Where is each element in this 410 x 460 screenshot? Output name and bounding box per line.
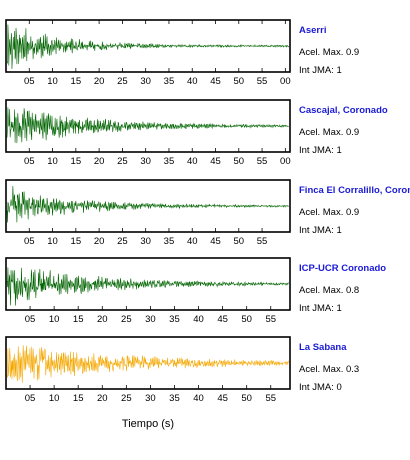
int-jma-label: Int JMA: 1	[299, 65, 342, 76]
x-tick-label: 35	[164, 156, 175, 167]
x-axis-title: Tiempo (s)	[122, 418, 174, 430]
waveform-trace	[6, 345, 289, 383]
x-tick-label: 25	[121, 314, 132, 325]
x-tick-label: 10	[47, 76, 58, 87]
x-tick-label: 25	[117, 156, 128, 167]
int-jma-label: Int JMA: 1	[299, 303, 342, 314]
x-tick-label: 40	[193, 314, 204, 325]
x-tick-label: 15	[71, 156, 82, 167]
x-tick-label: 20	[97, 393, 108, 404]
x-tick-label: 30	[145, 314, 156, 325]
x-tick-label: 15	[73, 393, 84, 404]
panel-frame	[5, 179, 291, 233]
station-name: Cascajal, Coronado	[299, 105, 388, 116]
x-tick-label: 25	[117, 76, 128, 87]
x-tick-label: 05	[25, 314, 36, 325]
x-tick-label: 55	[265, 314, 276, 325]
x-tick-label: 05	[24, 156, 35, 167]
x-tick-label: 50	[241, 393, 252, 404]
int-jma-label: Int JMA: 0	[299, 382, 342, 393]
x-tick-label: 30	[145, 393, 156, 404]
acel-max-label: Acel. Max. 0.8	[299, 285, 359, 296]
x-tick-label: 55	[265, 393, 276, 404]
x-tick-label: 45	[210, 156, 221, 167]
x-tick-label: 05	[24, 76, 35, 87]
seismogram-panel: 05 10 15 20 25 30 35 40 45 50 55 ICP-UCR Coronado Ac…	[5, 257, 386, 325]
x-tick-label: 35	[164, 76, 175, 87]
x-tick-label: 05	[25, 393, 36, 404]
x-tick-label: 20	[94, 76, 105, 87]
acel-max-label: Acel. Max. 0.9	[299, 127, 359, 138]
x-tick-label: 40	[187, 236, 198, 247]
x-tick-label: 55	[257, 236, 268, 247]
waveform-trace	[6, 185, 289, 223]
seismogram-panel: 05 10 15 20 25 30 35 40 45 50 55 Finca El Corralill…	[5, 179, 410, 247]
int-jma-label: Int JMA: 1	[299, 225, 342, 236]
x-tick-label: 50	[233, 76, 244, 87]
x-tick-label: 20	[94, 236, 105, 247]
panel-frame	[5, 19, 291, 73]
x-tick-label: 10	[47, 156, 58, 167]
station-name: La Sabana	[299, 342, 347, 353]
x-tick-label: 10	[49, 314, 60, 325]
x-tick-label: 15	[71, 76, 82, 87]
x-tick-label: 05	[24, 236, 35, 247]
acel-max-label: Acel. Max. 0.9	[299, 207, 359, 218]
x-tick-label: 50	[233, 236, 244, 247]
panel-frame	[5, 99, 291, 153]
x-tick-label: 25	[121, 393, 132, 404]
x-tick-label: 25	[117, 236, 128, 247]
x-tick-label: 45	[210, 236, 221, 247]
x-tick-label: 55	[257, 156, 268, 167]
waveform-trace	[6, 24, 289, 69]
x-tick-label: 00	[280, 76, 291, 87]
acel-max-label: Acel. Max. 0.3	[299, 364, 359, 375]
x-tick-label: 35	[164, 236, 175, 247]
x-tick-label: 15	[71, 236, 82, 247]
waveform-trace	[6, 107, 289, 144]
x-tick-label: 00	[280, 156, 291, 167]
waveform-trace	[6, 267, 289, 306]
x-tick-label: 45	[210, 76, 221, 87]
panel-frame	[5, 336, 291, 390]
x-tick-label: 40	[193, 393, 204, 404]
x-tick-label: 30	[140, 236, 151, 247]
x-tick-label: 55	[257, 76, 268, 87]
x-tick-label: 50	[241, 314, 252, 325]
seismogram-panel: 05 10 15 20 25 30 35 40 45 50 55 00 Aserri Acel. Max.…	[5, 19, 359, 87]
x-tick-label: 15	[73, 314, 84, 325]
station-name: ICP-UCR Coronado	[299, 263, 386, 274]
x-tick-label: 45	[217, 314, 228, 325]
x-tick-label: 50	[233, 156, 244, 167]
x-tick-label: 45	[217, 393, 228, 404]
x-tick-label: 30	[140, 76, 151, 87]
x-tick-label: 35	[169, 314, 180, 325]
seismogram-panel: 05 10 15 20 25 30 35 40 45 50 55 La Sabana Acel. Max…	[5, 336, 359, 404]
x-tick-label: 30	[140, 156, 151, 167]
x-tick-label: 35	[169, 393, 180, 404]
x-tick-label: 10	[49, 393, 60, 404]
station-name: Finca El Corralillo, Coronado	[299, 185, 410, 196]
seismogram-panels: 05 10 15 20 25 30 35 40 45 50 55 00 Aserri Acel. Max.…	[5, 19, 410, 404]
seismogram-panel: 05 10 15 20 25 30 35 40 45 50 55 00 Cascajal, Corona…	[5, 99, 388, 167]
x-tick-label: 40	[187, 156, 198, 167]
int-jma-label: Int JMA: 1	[299, 145, 342, 156]
panel-frame	[5, 257, 291, 311]
x-tick-label: 40	[187, 76, 198, 87]
acel-max-label: Acel. Max. 0.9	[299, 47, 359, 58]
x-tick-label: 20	[94, 156, 105, 167]
x-tick-label: 10	[47, 236, 58, 247]
station-name: Aserri	[299, 25, 326, 36]
x-tick-label: 20	[97, 314, 108, 325]
